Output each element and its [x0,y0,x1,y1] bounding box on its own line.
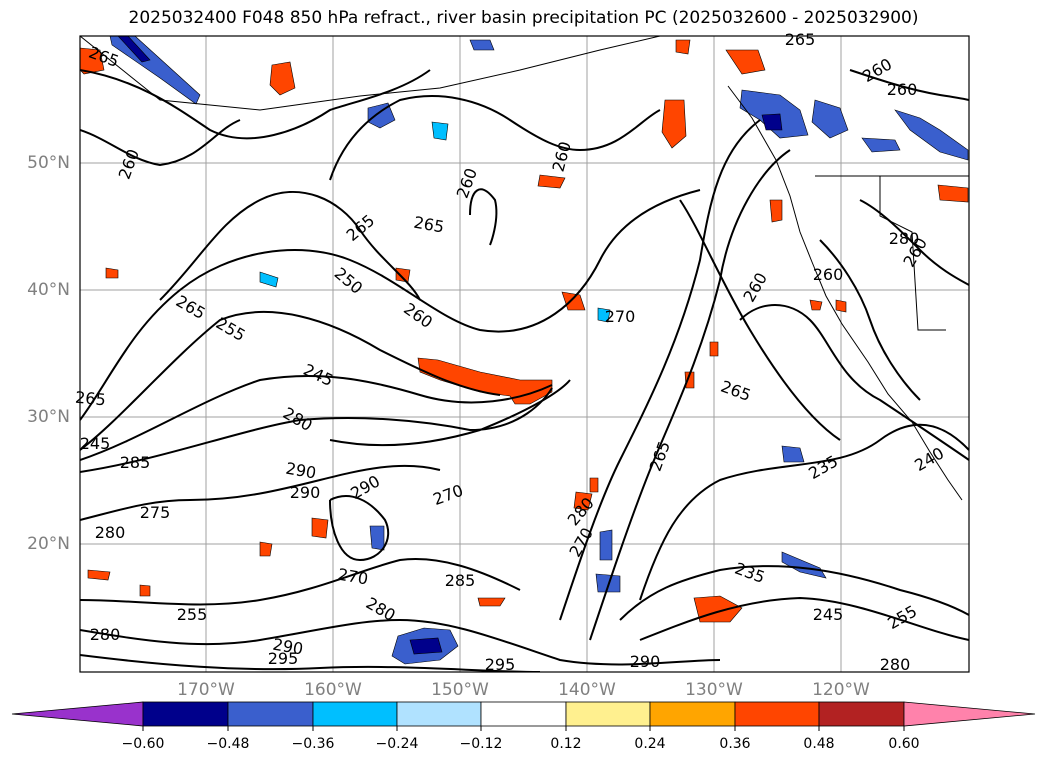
contour-label: 265 [74,388,106,410]
contour-label: 265 [646,439,674,474]
contour-label: 270 [336,565,369,589]
contour-label: 255 [213,313,249,345]
contour-label: 260 [115,147,143,182]
colorbar [11,701,1036,727]
contour-label: 295 [485,655,516,674]
contour-label: 280 [90,625,121,644]
colorbar-tick-label: 0.48 [803,736,835,752]
contour-label: 250 [331,264,367,298]
lat-label-50n: 50°N [27,153,70,173]
lat-label-20n: 20°N [27,534,70,554]
contour-label: 245 [80,434,111,453]
contour-label: 245 [300,360,336,390]
lat-label-30n: 30°N [27,407,70,427]
contour-label: 280 [889,229,920,248]
boundaries [80,36,969,501]
contour-label: 235 [732,559,767,587]
map-title: 2025032400 F048 850 hPa refract., river … [128,8,919,28]
contour-label: 290 [284,459,317,483]
colorbar-tick-label: −0.60 [121,736,165,752]
map-frame [79,35,970,673]
contour-label: 265 [718,377,753,405]
contour-label: 235 [805,451,841,483]
contour-label: 290 [347,471,383,503]
colorbar-tick-label: −0.36 [291,736,335,752]
contour-label: 265 [412,213,445,237]
colorbar-tick-label: 0.60 [888,736,920,752]
contour-label: 290 [630,652,661,671]
contour-label: 260 [739,269,771,305]
colorbar-tick-label: −0.24 [375,736,419,752]
contour-label: 265 [785,30,816,49]
colorbar-ticks [142,726,905,731]
contour-label: 280 [880,655,911,674]
contour-label: 265 [173,291,209,323]
colorbar-tick-label: −0.12 [459,736,503,752]
contour-label: 270 [605,307,636,326]
precip-shading [80,36,969,665]
lon-label-160w: 160°W [304,680,362,700]
colorbar-tick-label: 0.12 [550,736,582,752]
contour-label: 290 [290,483,321,502]
shade-pos-jet [417,357,553,405]
contours [80,69,969,672]
lon-label-120w: 120°W [812,680,870,700]
colorbar-tick-label: 0.36 [719,736,751,752]
contour-label: 245 [813,605,844,624]
lon-label-170w: 170°W [177,680,235,700]
contour-label: 295 [268,649,299,668]
colorbar-extend-low [11,701,144,727]
contour-label: 255 [884,601,920,633]
contour-label: 260 [400,299,436,332]
contour-label: 255 [177,605,208,624]
contour-label: 260 [453,166,481,201]
contour-label: 275 [140,503,171,522]
contour-label: 260 [813,265,844,284]
colorbar-extend-high [903,701,1036,727]
lat-label-40n: 40°N [27,280,70,300]
contour-label: 285 [120,453,151,472]
lon-label-130w: 130°W [685,680,743,700]
contour-label: 280 [95,523,126,542]
contour-label: 270 [565,524,597,560]
contour-label: 285 [445,571,476,590]
contour-label: 280 [280,403,316,435]
shade-neg-nw [109,36,201,105]
colorbar-tick-label: −0.48 [206,736,250,752]
lon-label-150w: 150°W [431,680,489,700]
colorbar-tick-label: 0.24 [634,736,666,752]
lon-label-140w: 140°W [558,680,616,700]
contour-label: 260 [887,80,918,99]
